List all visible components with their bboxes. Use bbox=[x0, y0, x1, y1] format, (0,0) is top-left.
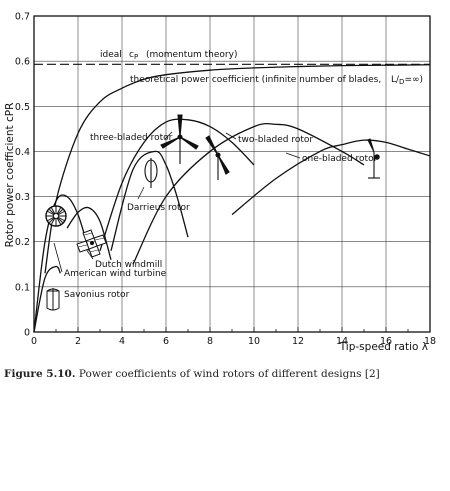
theoretical-ld-symbol: L/D=∞) bbox=[391, 75, 423, 86]
x-tick-label: 18 bbox=[424, 336, 436, 347]
y-tick-label: 0.2 bbox=[15, 237, 30, 248]
momentum-label: (momentum theory) bbox=[146, 50, 237, 60]
american-turbine-curve bbox=[33, 194, 90, 333]
x-tick-label: 8 bbox=[207, 336, 213, 347]
y-tick-label: 0.4 bbox=[15, 147, 30, 158]
x-tick-label: 4 bbox=[119, 336, 125, 347]
two-bladed-curve bbox=[132, 122, 365, 265]
caption-text: Power coefficients of wind rotors of dif… bbox=[78, 368, 380, 380]
dutch-windmill-curve bbox=[66, 206, 112, 260]
ideal-label: ideal bbox=[100, 50, 122, 60]
y-tick-label: 0.7 bbox=[15, 12, 30, 23]
x-tick-label: 12 bbox=[292, 336, 304, 347]
y-tick-label: 0.1 bbox=[15, 282, 30, 293]
ideal-cp-symbol: cP bbox=[129, 50, 138, 61]
two-bladed-label: two-bladed rotor bbox=[238, 135, 313, 145]
three-bladed-label: three-bladed rotor bbox=[90, 133, 173, 143]
x-tick-label: 2 bbox=[75, 336, 81, 347]
theoretical-curve bbox=[44, 64, 431, 274]
leader-one-bladed bbox=[285, 152, 301, 159]
three-bladed-rotor-icon bbox=[160, 114, 199, 164]
x-axis-label: Tip-speed ratio λ bbox=[339, 341, 428, 353]
leader-darrieus bbox=[137, 186, 145, 200]
dutch-windmill-icon bbox=[76, 229, 107, 258]
american-windmill-icon bbox=[45, 205, 67, 227]
leader-two-bladed bbox=[225, 132, 237, 140]
y-tick-label: 0.5 bbox=[15, 102, 30, 113]
leader-three-bladed bbox=[164, 131, 173, 140]
american-label: American wind turbine bbox=[64, 269, 167, 279]
darrieus-label: Darrieus rotor bbox=[127, 203, 190, 213]
x-tick-label: 10 bbox=[248, 336, 260, 347]
x-tick-label: 16 bbox=[380, 336, 392, 347]
one-bladed-curve bbox=[231, 139, 431, 216]
darrieus-curve bbox=[110, 150, 189, 251]
dutch-label: Dutch windmill bbox=[95, 260, 162, 270]
caption-label: Figure 5.10. bbox=[4, 368, 76, 380]
x-tick-label: 14 bbox=[336, 336, 348, 347]
savonius-label: Savonius rotor bbox=[64, 290, 130, 300]
x-tick-label: 0 bbox=[31, 336, 37, 347]
x-tick-label: 6 bbox=[163, 336, 169, 347]
two-bladed-rotor-icon bbox=[205, 135, 230, 180]
y-tick-label: 0.3 bbox=[15, 192, 30, 203]
grid bbox=[33, 15, 431, 333]
savonius-rotor-icon bbox=[46, 288, 60, 311]
one-bladed-label: one-bladed rotor bbox=[302, 154, 378, 164]
savonius-curve bbox=[33, 265, 61, 333]
figure-caption: Figure 5.10. Power coefficients of wind … bbox=[4, 368, 444, 380]
plot-frame bbox=[33, 15, 431, 333]
series-lines bbox=[33, 63, 431, 333]
three-bladed-curve bbox=[99, 118, 255, 251]
y-tick-label: 0.6 bbox=[15, 57, 30, 68]
one-bladed-rotor-icon bbox=[367, 138, 380, 179]
darrieus-rotor-icon bbox=[144, 158, 158, 188]
y-tick-label: 0 bbox=[24, 328, 30, 339]
theoretical-label: theoretical power coefficient (infinite … bbox=[130, 75, 381, 85]
power-coefficient-chart: 0 2 4 6 8 10 12 14 16 18 0 0.1 0.2 0.3 0.4 0.5 0.6 0.7 Ro… bbox=[4, 12, 436, 354]
axis-ticks: 0 2 4 6 8 10 12 14 16 18 0 0.1 0.2 0.3 0.4 0.5 0.6 0.7 bbox=[15, 12, 436, 348]
leader-american bbox=[53, 242, 63, 273]
y-axis-label: Rotor power coefficient cPR bbox=[4, 103, 16, 248]
